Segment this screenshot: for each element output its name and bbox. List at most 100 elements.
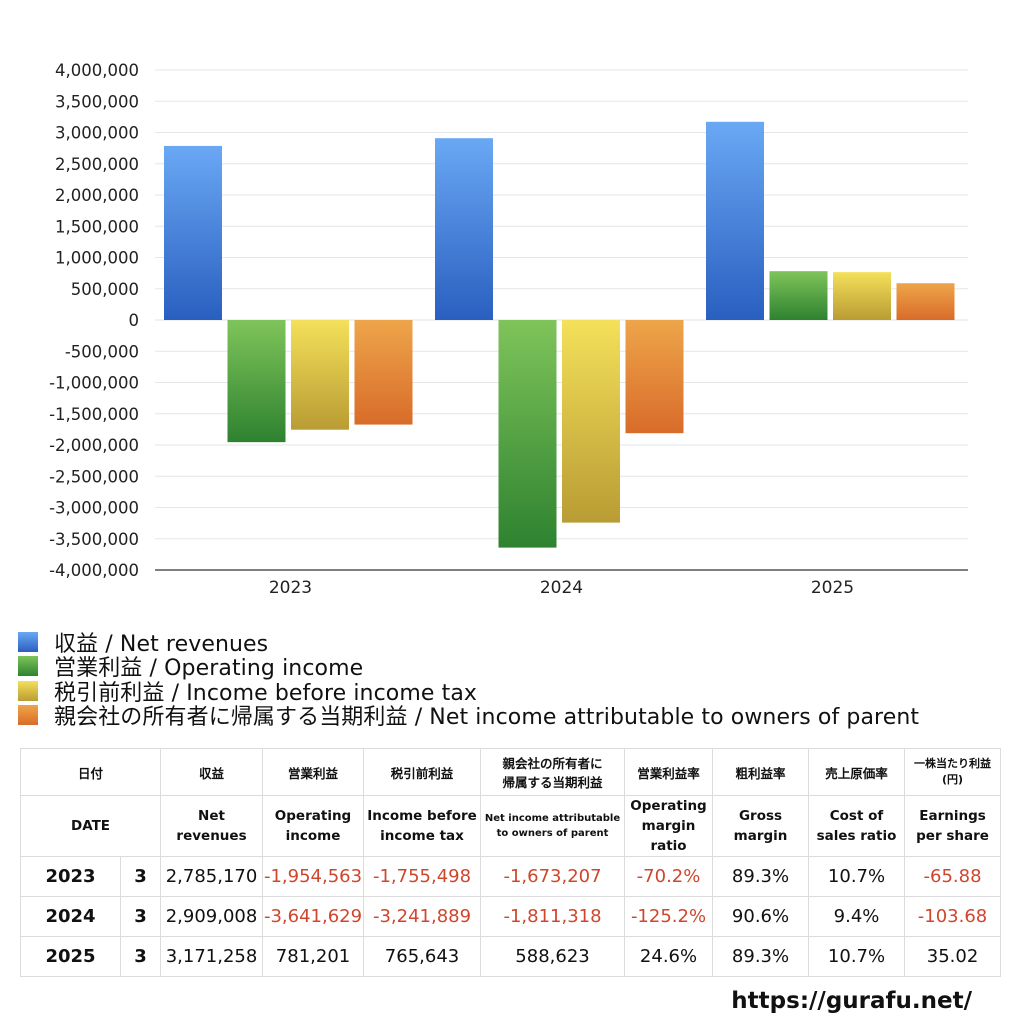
header-eps-jp-line2: (円) (941, 773, 964, 786)
header-op-margin-en: Operating margin ratio (624, 795, 714, 857)
bar (769, 271, 828, 320)
legend-item-income-before-tax: 税引前利益 / Income before income tax (18, 679, 919, 706)
header-pretax-income-en: Income before income tax (363, 795, 482, 857)
header-net-income-jp-line1: 親会社の所有者に (502, 756, 603, 771)
cell-op-margin: 24.6% (624, 936, 714, 977)
header-date-en: DATE (19, 795, 162, 857)
header-net-income-en-line2: to owners of parent (496, 828, 609, 839)
cell-operating-income: -1,954,563 (262, 856, 365, 897)
y-tick-label: 3,000,000 (55, 124, 139, 143)
cell-cost-ratio: 9.4% (808, 896, 906, 937)
y-tick-label: -3,500,000 (49, 530, 139, 549)
table-row: 2024 3 2,909,008 -3,641,629 -3,241,889 -… (20, 896, 1002, 937)
header-net-income-en-line1: Net income attributable (484, 813, 621, 824)
bar (227, 320, 286, 443)
table-header-en: DATE Net revenues Operating income Income… (19, 795, 1002, 857)
cell-cost-ratio: 10.7% (808, 856, 906, 897)
legend-label-net-income: 親会社の所有者に帰属する当期利益 / Net income attributab… (54, 705, 920, 731)
legend-swatch-net-income (18, 705, 38, 726)
bar-chart: 4,000,000 3,500,000 3,000,000 2,500,000 2,00… (49, 61, 968, 598)
table-header-jp: 日付 収益 営業利益 税引前利益 親会社の所有者に 帰属する当期利益 営業利益率 … (19, 748, 1002, 796)
header-cost-ratio-en: Cost of sales ratio (808, 795, 906, 857)
header-operating-income-en-line1: Operating (274, 808, 352, 824)
header-op-margin-en-line3: ratio (650, 838, 687, 854)
cell-year: 2025 (20, 936, 121, 977)
y-tick-label: -4,000,000 (49, 561, 139, 580)
cell-gross-margin: 89.3% (712, 936, 810, 977)
header-cost-ratio-jp: 売上原価率 (808, 748, 906, 796)
x-tick-label: 2024 (540, 578, 583, 598)
y-tick-label: 2,000,000 (55, 186, 139, 205)
legend-label-net-revenues: 収益 / Net revenues (54, 632, 269, 658)
y-tick-label: -3,000,000 (49, 499, 139, 518)
table-row: 2023 3 2,785,170 -1,954,563 -1,755,498 -… (20, 856, 1002, 897)
cell-year: 2023 (20, 856, 121, 897)
cell-eps: -103.68 (904, 896, 1002, 937)
legend-item-net-revenues: 収益 / Net revenues (18, 630, 919, 657)
bar (833, 272, 891, 320)
table-row: 2025 3 3,171,258 781,201 765,643 588,623… (20, 936, 1002, 977)
cell-pretax-income: -1,755,498 (363, 856, 482, 897)
x-tick-label: 2023 (269, 578, 312, 598)
cell-month: 3 (119, 856, 162, 897)
financial-table: 日付 収益 営業利益 税引前利益 親会社の所有者に 帰属する当期利益 営業利益率 … (19, 748, 1002, 977)
y-tick-label: 4,000,000 (55, 61, 139, 80)
header-operating-income-en: Operating income (262, 795, 365, 857)
header-eps-jp-line1: 一株当たり利益 (914, 757, 992, 770)
cell-gross-margin: 90.6% (712, 896, 810, 937)
header-gross-margin-jp: 粗利益率 (712, 748, 810, 796)
legend-swatch-net-revenues (18, 632, 38, 653)
y-tick-label: 0 (129, 311, 140, 330)
header-net-income-en: Net income attributable to owners of pare… (480, 795, 626, 857)
header-operating-income-en-line2: income (285, 828, 341, 844)
cell-month: 3 (119, 936, 162, 977)
header-gross-margin-en-line1: Gross (738, 808, 783, 824)
header-pretax-income-en-line1: Income before (367, 808, 477, 824)
legend: 収益 / Net revenues 営業利益 / Operating incom… (18, 630, 919, 730)
y-tick-label: -2,500,000 (49, 467, 139, 486)
legend-item-operating-income: 営業利益 / Operating income (18, 654, 919, 681)
bar (354, 320, 413, 425)
header-net-income-jp-line2: 帰属する当期利益 (502, 775, 603, 790)
legend-swatch-income-before-tax (18, 680, 38, 701)
cell-revenue: 2,909,008 (160, 896, 264, 937)
bar (435, 138, 493, 320)
bars (164, 121, 955, 548)
y-tick-label: 1,000,000 (55, 249, 139, 268)
header-revenue-en: Net revenues (160, 795, 264, 857)
cell-pretax-income: 765,643 (363, 936, 482, 977)
cell-revenue: 2,785,170 (160, 856, 264, 897)
bar (896, 283, 955, 320)
y-tick-label: 1,500,000 (55, 217, 139, 236)
bar (164, 145, 222, 320)
y-tick-label: -500,000 (65, 342, 139, 361)
header-gross-margin-en-line2: margin (733, 828, 788, 844)
header-date-jp: 日付 (19, 748, 162, 796)
header-eps-en-line2: per share (916, 828, 989, 844)
header-operating-income-jp: 営業利益 (262, 748, 365, 796)
cell-eps: 35.02 (904, 936, 1002, 977)
cell-eps: -65.88 (904, 856, 1002, 897)
cell-cost-ratio: 10.7% (808, 936, 906, 977)
y-tick-label: -1,000,000 (49, 374, 139, 393)
x-tick-label: 2025 (811, 578, 854, 598)
bar (562, 320, 620, 523)
y-tick-label: 3,500,000 (55, 92, 139, 111)
y-tick-label: -1,500,000 (49, 405, 139, 424)
y-tick-label: -2,000,000 (49, 436, 139, 455)
header-op-margin-en-line2: margin (641, 818, 696, 834)
cell-net-income: -1,811,318 (480, 896, 626, 937)
header-gross-margin-en: Gross margin (712, 795, 810, 857)
y-tick-label: 2,500,000 (55, 155, 139, 174)
header-eps-jp: 一株当たり利益 (円) (904, 748, 1002, 796)
bar (498, 320, 557, 548)
legend-label-income-before-tax: 税引前利益 / Income before income tax (54, 680, 478, 706)
y-tick-label: 500,000 (71, 280, 139, 299)
cell-op-margin: -70.2% (624, 856, 714, 897)
header-cost-ratio-en-line1: Cost of (829, 808, 884, 824)
cell-net-income: 588,623 (480, 936, 626, 977)
legend-item-net-income: 親会社の所有者に帰属する当期利益 / Net income attributab… (18, 703, 919, 730)
cell-operating-income: -3,641,629 (262, 896, 365, 937)
legend-swatch-operating-income (18, 656, 38, 677)
header-pretax-income-jp: 税引前利益 (363, 748, 482, 796)
